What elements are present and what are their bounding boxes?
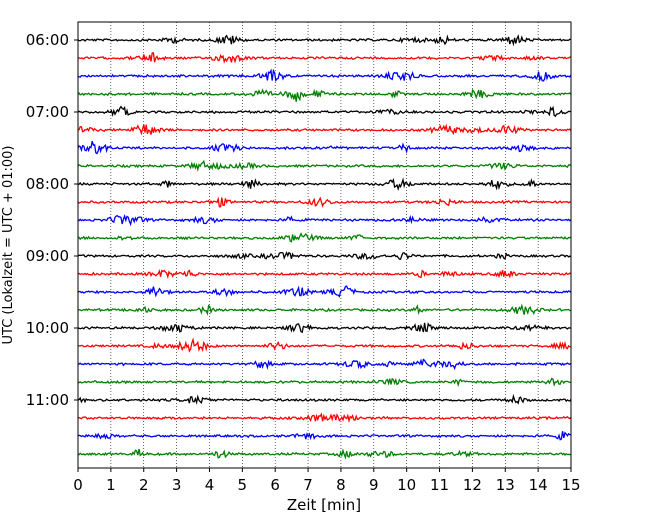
trace-line [77, 337, 572, 353]
trace-line [77, 196, 572, 208]
plot-frame [77, 21, 572, 469]
x-tick-label: 3 [172, 476, 182, 494]
trace-line [77, 52, 572, 64]
trace-line [77, 88, 572, 102]
vertical-grid [110, 22, 539, 468]
x-tick-label: 12 [463, 476, 482, 494]
x-tick-label: 7 [303, 476, 313, 494]
x-tick-label: 13 [496, 476, 515, 494]
y-tick-label: 09:00 [26, 247, 69, 265]
y-tick-label: 11:00 [26, 391, 69, 409]
y-tick-label: 06:00 [26, 31, 69, 49]
x-tick-label: 11 [430, 476, 449, 494]
trace-line [77, 251, 572, 261]
trace-line [77, 123, 572, 136]
y-axis-label: UTC (Lokalzeit = UTC + 01:00) [1, 146, 16, 345]
trace-line [77, 68, 572, 83]
trace-line [77, 34, 572, 47]
trace-line [77, 177, 572, 191]
trace-line [77, 448, 572, 460]
y-tick-label: 08:00 [26, 175, 69, 193]
x-tick-label: 0 [73, 476, 83, 494]
x-axis: 0 1 2 3 4 5 6 7 8 9 10 11 12 13 14 15 [73, 468, 581, 494]
x-tick-label: 6 [270, 476, 280, 494]
trace-line [77, 232, 572, 243]
x-tick-label: 1 [106, 476, 116, 494]
trace-line [77, 105, 572, 118]
trace-line [77, 159, 572, 172]
trace-line [77, 322, 572, 334]
x-axis-label: Zeit [min] [287, 496, 361, 514]
y-axis: 06:00 07:00 08:00 09:00 10:00 11:00 [26, 31, 78, 409]
x-tick-label: 15 [561, 476, 580, 494]
trace-line [77, 377, 572, 388]
x-tick-label: 9 [369, 476, 379, 494]
y-tick-label: 10:00 [26, 319, 69, 337]
x-tick-label: 10 [397, 476, 416, 494]
x-tick-label: 2 [139, 476, 149, 494]
y-tick-label: 07:00 [26, 103, 69, 121]
x-tick-label: 4 [205, 476, 215, 494]
x-tick-label: 5 [238, 476, 248, 494]
trace-line [77, 431, 572, 441]
trace-line [77, 303, 572, 316]
trace-line [77, 412, 572, 424]
trace-line [77, 141, 572, 155]
trace-line [77, 214, 572, 227]
x-tick-label: 14 [529, 476, 548, 494]
trace-line [77, 269, 572, 279]
trace-line [77, 358, 572, 371]
trace-group [77, 34, 572, 460]
x-tick-label: 8 [336, 476, 346, 494]
trace-line [77, 285, 572, 298]
trace-line [77, 393, 572, 405]
